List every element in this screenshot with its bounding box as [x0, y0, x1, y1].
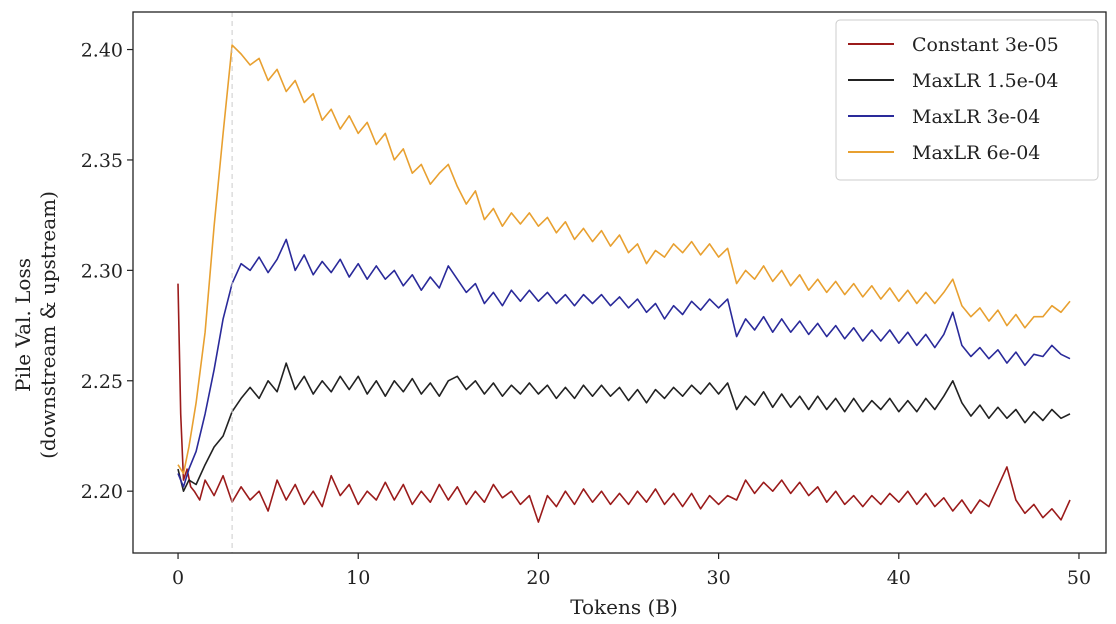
x-axis-label: Tokens (B) — [570, 595, 678, 619]
y-tick-label: 2.20 — [81, 481, 123, 503]
y-axis-ticks: 2.20 2.25 2.30 2.35 2.40 — [81, 40, 133, 503]
x-tick-label: 20 — [526, 567, 550, 589]
legend-label-0: Constant 3e-05 — [912, 34, 1059, 56]
y-axis-label-sub: (downstream & upstream) — [36, 191, 60, 459]
plot-frame — [132, 11, 1107, 554]
x-tick-label: 30 — [707, 567, 731, 589]
y-tick-label: 2.35 — [81, 150, 123, 172]
y-tick-label: 2.25 — [81, 371, 123, 393]
series-line-3 — [177, 44, 1071, 475]
y-axis-label: Pile Val. Loss — [11, 258, 35, 392]
x-tick-label: 50 — [1067, 567, 1091, 589]
x-tick-label: 0 — [172, 567, 184, 589]
series-line-0 — [177, 283, 1071, 523]
x-tick-label: 10 — [346, 567, 370, 589]
x-axis-ticks: 0 10 20 30 40 50 — [172, 553, 1091, 589]
legend-label-3: MaxLR 6e-04 — [912, 142, 1040, 164]
series-line-1 — [177, 362, 1071, 492]
legend-label-2: MaxLR 3e-04 — [912, 106, 1040, 128]
x-tick-label: 40 — [887, 567, 911, 589]
series-line-2 — [177, 238, 1071, 488]
y-tick-label: 2.40 — [81, 40, 123, 62]
y-tick-label: 2.30 — [81, 260, 123, 282]
series-lines — [177, 44, 1071, 523]
legend-label-1: MaxLR 1.5e-04 — [912, 70, 1059, 92]
legend-box — [835, 19, 1099, 181]
legend: Constant 3e-05 MaxLR 1.5e-04 MaxLR 3e-04 Ma… — [835, 19, 1099, 181]
